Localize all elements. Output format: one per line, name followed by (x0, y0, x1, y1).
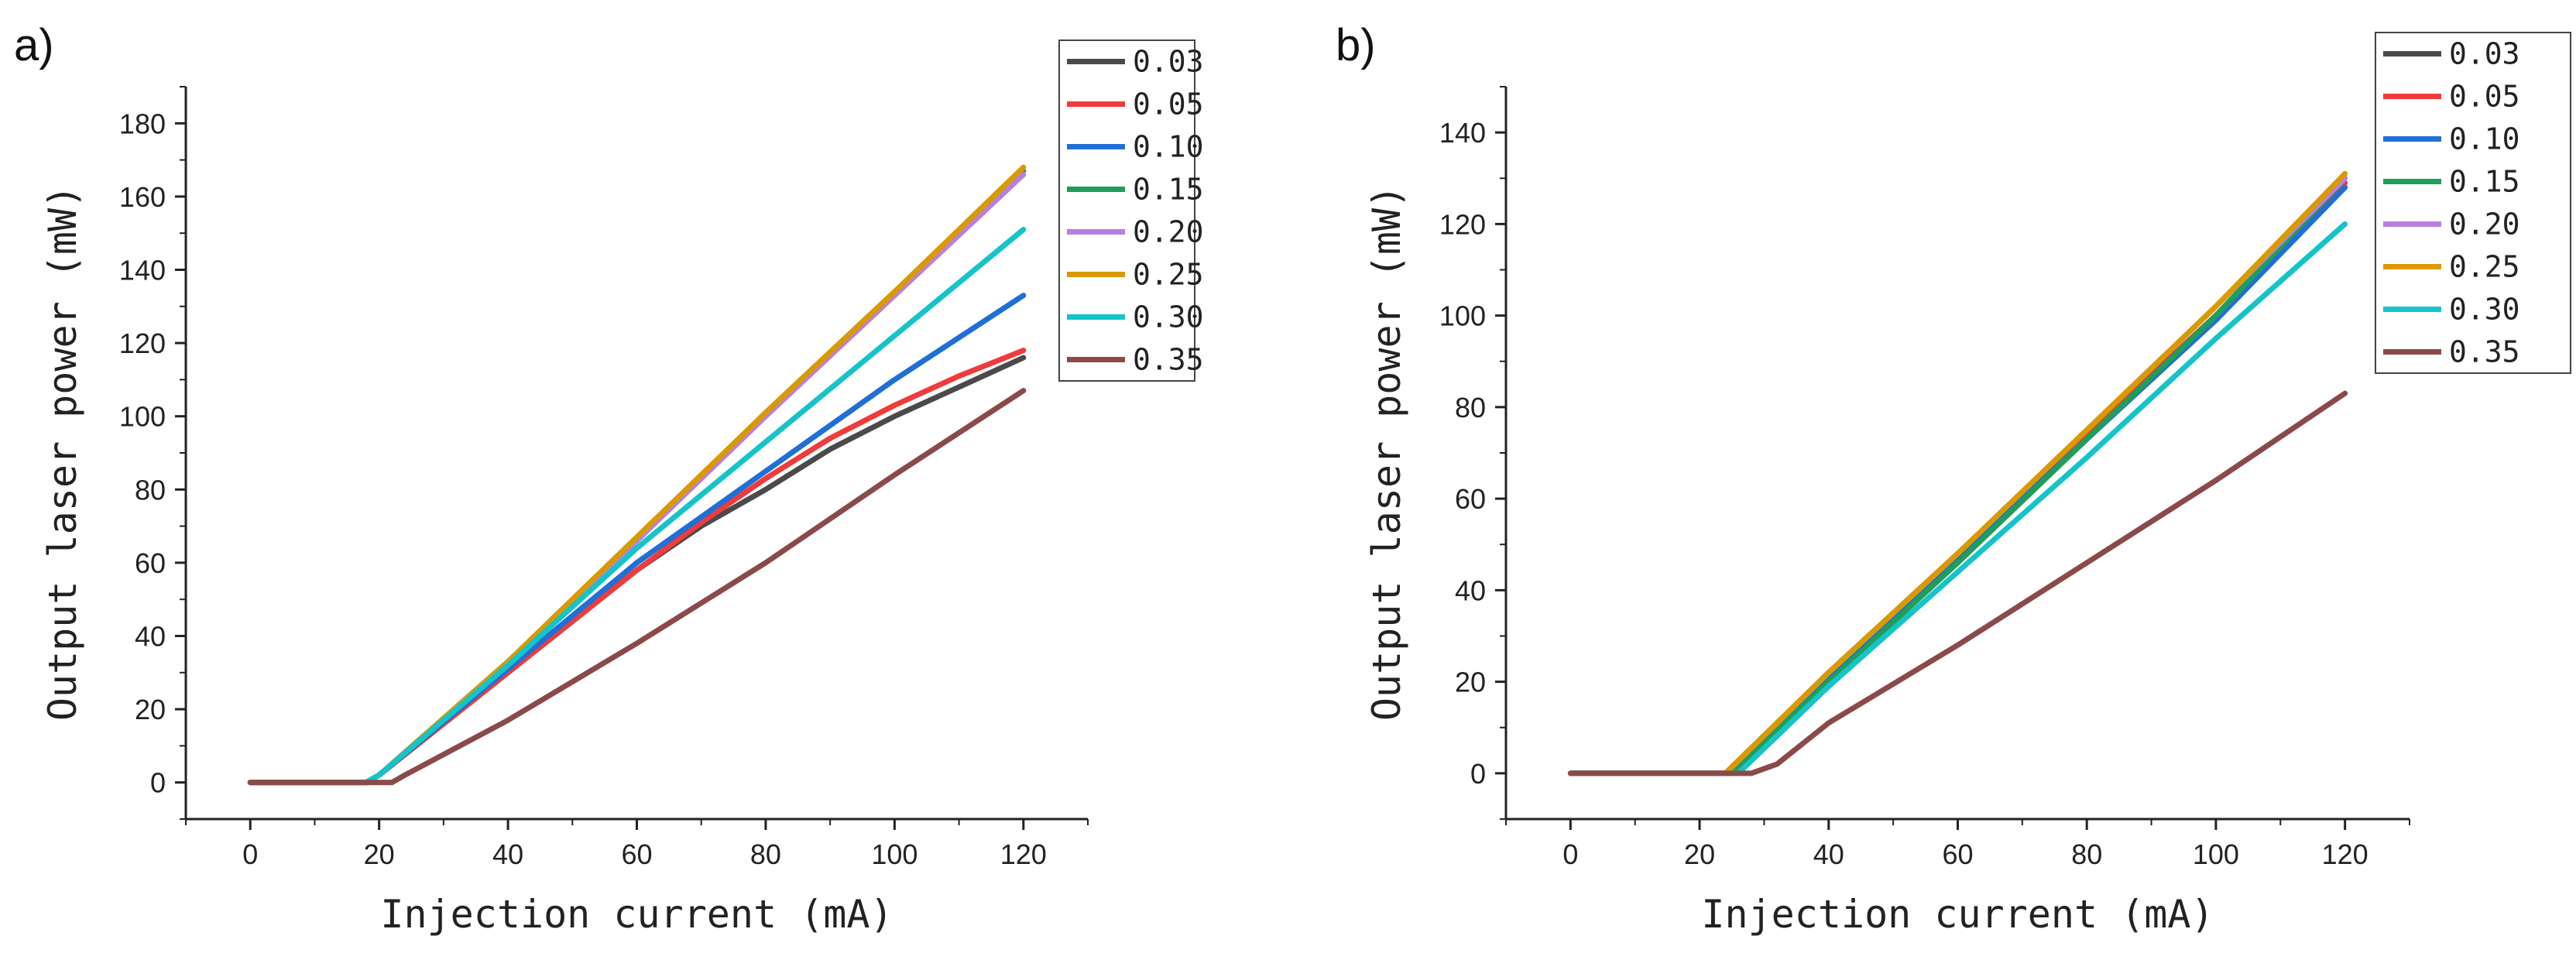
y-tick-label: 160 (119, 181, 166, 213)
x-axis-label: Injection current (mA) (380, 892, 893, 937)
y-axis-label: Output laser power (mW) (1364, 185, 1409, 721)
legend-label: 0.05 (2449, 80, 2520, 114)
legend-label: 0.03 (2449, 37, 2520, 71)
y-tick-label: 140 (119, 255, 166, 286)
y-axis-label: Output laser power (mW) (40, 185, 85, 721)
series-line-0-35 (1567, 390, 2348, 776)
legend-label: 0.35 (2449, 335, 2520, 369)
x-tick-label: 0 (242, 838, 258, 870)
x-tick-label: 80 (2071, 838, 2102, 870)
y-tick-label: 100 (1439, 300, 1486, 332)
x-tick-label: 100 (871, 838, 918, 870)
x-axis-label: Injection current (mA) (1701, 892, 2214, 937)
legend-box (2375, 32, 2571, 374)
series-line-0-05 (247, 348, 1027, 786)
y-tick-label: 20 (135, 694, 166, 725)
legend-label: 0.10 (2449, 122, 2520, 156)
y-tick-label: 60 (1455, 483, 1486, 515)
series-line-0-20 (247, 172, 1027, 786)
x-tick-label: 80 (750, 838, 781, 870)
panel-label: b) (1336, 20, 1376, 70)
panel-label: a) (14, 20, 54, 70)
legend-label: 0.20 (1133, 215, 1204, 249)
x-tick-label: 100 (2193, 838, 2239, 870)
series-line-0-35 (247, 388, 1027, 786)
series-line-0-05 (1567, 180, 2348, 776)
y-tick-label: 80 (1455, 392, 1486, 423)
y-tick-label: 0 (150, 767, 166, 799)
x-tick-label: 40 (492, 838, 523, 870)
y-tick-label: 40 (1455, 574, 1486, 606)
series-line-0-03 (1567, 184, 2348, 776)
y-tick-label: 60 (135, 547, 166, 579)
series-line-0-10 (1567, 184, 2348, 776)
y-tick-label: 120 (1439, 208, 1486, 240)
x-tick-label: 40 (1813, 838, 1844, 870)
x-tick-label: 20 (364, 838, 395, 870)
y-tick-label: 20 (1455, 667, 1486, 698)
legend-label: 0.20 (2449, 207, 2520, 242)
legend-label: 0.03 (1133, 45, 1204, 79)
x-tick-label: 60 (1942, 838, 1973, 870)
series-line-0-15 (1567, 175, 2348, 776)
legend-box (1058, 39, 1195, 382)
legend-label: 0.30 (1133, 300, 1204, 334)
series-line-0-15 (247, 168, 1027, 786)
legend-label: 0.30 (2449, 293, 2520, 327)
legend-label: 0.35 (1133, 343, 1204, 377)
chart-panel-a: a) 0 20 40 60 80 100 120 0 20 40 60 80 100 120 140 160 18… (14, 20, 1204, 937)
x-tick-label: 60 (621, 838, 652, 870)
series-line-0-20 (1567, 175, 2348, 776)
legend-label: 0.25 (1133, 258, 1204, 292)
y-tick-label: 140 (1439, 117, 1486, 149)
y-tick-label: 0 (1470, 758, 1486, 790)
series-line-0-30 (247, 227, 1027, 786)
chart-panel-b: b) 0 20 40 60 80 100 120 0 20 40 60 80 100 120 140 Injec… (1336, 20, 2571, 937)
legend-label: 0.25 (2449, 250, 2520, 284)
y-tick-label: 80 (135, 474, 166, 506)
legend-label: 0.15 (1133, 173, 1204, 207)
series-line-0-25 (247, 164, 1027, 786)
y-tick-label: 180 (119, 108, 166, 139)
y-tick-label: 120 (119, 327, 166, 359)
x-tick-label: 120 (2322, 838, 2368, 870)
legend-label: 0.15 (2449, 165, 2520, 199)
y-tick-label: 40 (135, 621, 166, 653)
legend-label: 0.10 (1133, 130, 1204, 164)
y-tick-label: 100 (119, 401, 166, 433)
x-tick-label: 120 (1000, 838, 1047, 870)
legend-label: 0.05 (1133, 87, 1204, 122)
x-tick-label: 20 (1684, 838, 1715, 870)
x-tick-label: 0 (1562, 838, 1578, 870)
